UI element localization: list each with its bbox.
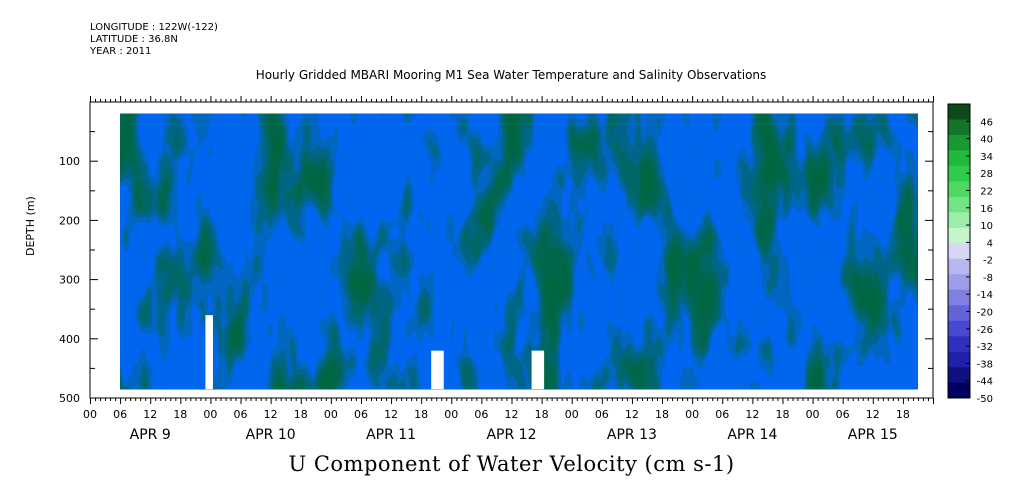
colorbar-label: -2 bbox=[983, 256, 993, 267]
colorbar-swatch bbox=[948, 243, 970, 260]
heatmap-cells bbox=[120, 113, 918, 390]
longitude-label: LONGITUDE : 122W(-122) bbox=[90, 22, 218, 33]
x-hour-tick-label: 18 bbox=[414, 408, 428, 421]
colorbar-label: -44 bbox=[977, 377, 993, 388]
x-hour-tick-label: 06 bbox=[113, 408, 127, 421]
colorbar: 46 40 34 28 22 16 10 4 -2 -8 -14 -20 -26 -32 -38 -44 -50 bbox=[947, 103, 993, 405]
colorbar-swatch bbox=[948, 134, 970, 151]
x-hour-tick-label: 06 bbox=[474, 408, 488, 421]
x-hour-tick-label: 06 bbox=[595, 408, 609, 421]
colorbar-swatch bbox=[948, 119, 970, 136]
missing-data-layer bbox=[205, 315, 545, 390]
colorbar-label: -38 bbox=[977, 359, 993, 370]
x-day-label: APR 15 bbox=[848, 427, 898, 443]
x-hour-tick-label: 12 bbox=[625, 408, 639, 421]
colorbar-swatch bbox=[948, 104, 970, 120]
colorbar-label: -14 bbox=[977, 290, 993, 301]
x-hour-tick-label: 12 bbox=[866, 408, 880, 421]
y-axis: 100 200 300 400 500 bbox=[59, 131, 933, 405]
x-day-label: APR 9 bbox=[130, 427, 171, 443]
colorbar-swatch bbox=[948, 274, 970, 290]
x-hour-tick-label: 18 bbox=[896, 408, 910, 421]
chart-title: Hourly Gridded MBARI Mooring M1 Sea Wate… bbox=[255, 68, 767, 82]
x-hour-tick-label: 18 bbox=[655, 408, 669, 421]
colorbar-swatch bbox=[948, 150, 970, 167]
colorbar-label: -8 bbox=[983, 273, 993, 284]
colorbar-swatch bbox=[948, 336, 970, 352]
x-hour-tick-label: 12 bbox=[384, 408, 398, 421]
colorbar-border bbox=[947, 103, 971, 399]
colorbar-swatch bbox=[948, 196, 970, 213]
colorbar-label: 10 bbox=[980, 221, 993, 232]
x-hour-tick-label: 06 bbox=[836, 408, 850, 421]
heatmap-field bbox=[120, 113, 918, 390]
x-hour-tick-label: 00 bbox=[324, 408, 338, 421]
x-hour-tick-label: 12 bbox=[143, 408, 157, 421]
x-hour-tick-label: 00 bbox=[565, 408, 579, 421]
y-tick-label: 100 bbox=[59, 155, 80, 168]
x-hour-tick-label: 00 bbox=[444, 408, 458, 421]
x-hour-tick-label: 06 bbox=[715, 408, 729, 421]
colorbar-swatch bbox=[948, 382, 970, 399]
x-hour-tick-label: 00 bbox=[83, 408, 97, 421]
y-tick-label: 500 bbox=[59, 392, 80, 405]
x-axis: 00 06 12 18 00 06 12 18 00 06 12 18 00 06 12 18 00 06 12 18… bbox=[83, 96, 934, 443]
x-day-label: APR 13 bbox=[607, 427, 657, 443]
missing-data-gap bbox=[205, 315, 213, 390]
colorbar-label: -20 bbox=[977, 308, 993, 319]
colorbar-label: -50 bbox=[977, 394, 993, 405]
colorbar-swatch bbox=[948, 258, 970, 275]
colorbar-label: 40 bbox=[980, 135, 993, 146]
colorbar-swatch bbox=[948, 181, 970, 198]
missing-data-gap bbox=[531, 350, 545, 390]
colorbar-label: 22 bbox=[980, 186, 993, 197]
colorbar-swatch bbox=[948, 320, 970, 337]
x-axis-label: U Component of Water Velocity (cm s-1) bbox=[288, 452, 735, 476]
x-hour-tick-label: 18 bbox=[535, 408, 549, 421]
colorbar-swatch bbox=[948, 212, 970, 229]
x-day-label: APR 11 bbox=[366, 427, 416, 443]
x-hour-tick-label: 18 bbox=[294, 408, 308, 421]
x-hour-tick-label: 12 bbox=[264, 408, 278, 421]
x-day-label: APR 12 bbox=[486, 427, 536, 443]
colorbar-label: -32 bbox=[977, 342, 993, 353]
y-tick-label: 400 bbox=[59, 333, 80, 346]
x-day-label: APR 14 bbox=[727, 427, 777, 443]
x-hour-tick-label: 12 bbox=[505, 408, 519, 421]
colorbar-swatch bbox=[948, 289, 970, 306]
colorbar-swatch bbox=[948, 351, 970, 368]
colorbar-swatch bbox=[948, 367, 970, 383]
x-hour-tick-label: 00 bbox=[806, 408, 820, 421]
x-day-label: APR 10 bbox=[246, 427, 296, 443]
colorbar-label: 16 bbox=[980, 204, 993, 215]
x-hour-tick-label: 00 bbox=[203, 408, 217, 421]
x-hour-tick-label: 18 bbox=[173, 408, 187, 421]
x-hour-tick-label: 18 bbox=[775, 408, 789, 421]
colorbar-label: -26 bbox=[977, 325, 993, 336]
colorbar-label: 46 bbox=[980, 117, 993, 128]
colorbar-label: 28 bbox=[980, 169, 993, 180]
y-tick-label: 300 bbox=[59, 274, 80, 287]
colorbar-label: 4 bbox=[987, 238, 993, 249]
x-hour-tick-label: 06 bbox=[354, 408, 368, 421]
y-tick-label: 200 bbox=[59, 214, 80, 227]
missing-data-gap bbox=[431, 350, 444, 390]
colorbar-swatch bbox=[948, 165, 970, 182]
x-hour-tick-label: 12 bbox=[745, 408, 759, 421]
colorbar-label: 34 bbox=[980, 152, 993, 163]
year-label: YEAR : 2011 bbox=[90, 46, 152, 57]
x-hour-tick-label: 00 bbox=[685, 408, 699, 421]
colorbar-swatch bbox=[948, 227, 970, 244]
latitude-label: LATITUDE : 36.8N bbox=[90, 34, 178, 45]
colorbar-swatch bbox=[948, 305, 970, 321]
x-hour-tick-label: 06 bbox=[234, 408, 248, 421]
